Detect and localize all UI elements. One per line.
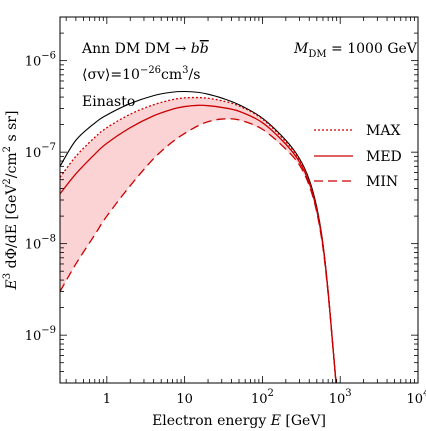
annotation-process: Ann DM DM → bb [81,41,209,57]
axis-ticks [60,16,419,384]
plot-area [59,16,419,384]
x-axis-label: Electron energy E [GeV] [152,413,326,429]
y-axis-label: E3 dΦ/dE [GeV2/cm2 s sr] [2,111,20,291]
series-lines [60,90,337,383]
uncertainty-band [60,97,337,383]
annotation-cross-section: ⟨σv⟩=10−26cm3/s [82,65,200,83]
annotations: Ann DM DM → bb ⟨σv⟩=10−26cm3/s Einasto M… [81,41,418,110]
annotation-profile: Einasto [82,94,135,110]
x-tick-label: 102 [251,388,274,407]
x-tick-label: 1 [103,392,111,407]
y-tick-label: 10−9 [25,325,56,344]
y-tick-label: 10−6 [25,51,56,70]
legend-max-label: MAX [366,123,400,139]
annotation-dm-mass: MDM = 1000 GeV [293,41,418,60]
y-tick-label: 10−8 [25,234,56,253]
series-line-min [60,118,337,383]
x-tick-label: 103 [329,388,352,407]
legend-min-label: MIN [366,174,398,190]
y-tick-label: 10−7 [25,142,56,161]
x-tick-label: 104 [407,388,426,407]
legend-med-label: MED [366,149,402,165]
tick-labels: 1 10 102 103 104 10−9 10−8 10−7 10−6 [25,51,426,407]
legend: MAX MED MIN [314,123,402,190]
x-tick-label: 10 [176,392,193,407]
